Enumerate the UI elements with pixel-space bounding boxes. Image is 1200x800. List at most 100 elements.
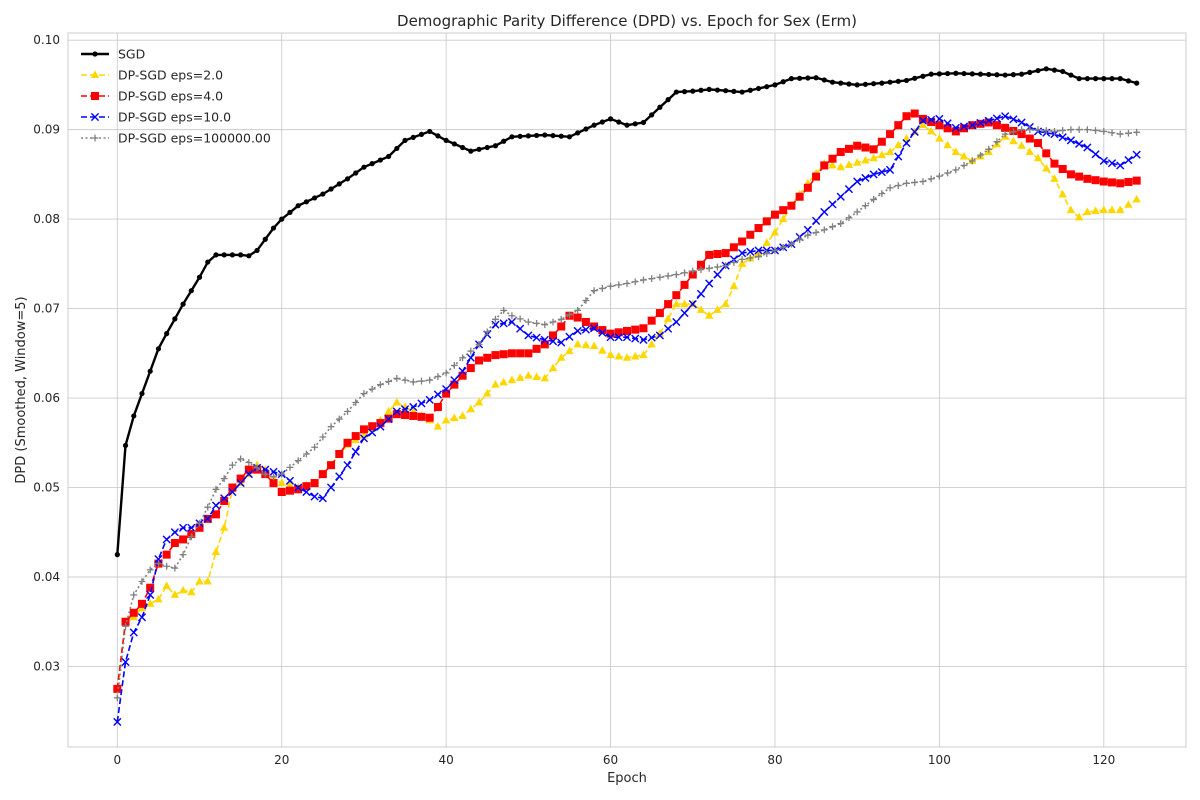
data-point [607, 116, 614, 122]
data-point [1027, 69, 1033, 75]
data-point [927, 118, 936, 127]
data-point [821, 77, 827, 83]
data-point [714, 87, 721, 93]
legend-marker [92, 51, 98, 57]
data-point [557, 315, 565, 323]
data-point [624, 122, 630, 128]
data-point [172, 316, 178, 322]
data-point [647, 316, 656, 325]
data-point [146, 590, 155, 599]
data-point [1107, 159, 1117, 168]
data-point [1099, 205, 1108, 214]
data-point [384, 414, 393, 424]
data-point [566, 311, 573, 319]
data-point [805, 75, 811, 81]
data-point [1051, 128, 1058, 135]
data-point [1001, 112, 1010, 121]
data-point [450, 380, 459, 389]
data-point [665, 97, 671, 103]
data-point [657, 104, 663, 110]
data-point [681, 269, 688, 277]
x-tick-label: 0 [114, 753, 122, 767]
y-tick-label: 0.03 [33, 659, 60, 673]
data-point [394, 145, 400, 152]
data-point [1116, 130, 1124, 138]
data-point [146, 566, 154, 574]
x-tick-label: 20 [274, 753, 289, 767]
plot-area-frame [67, 32, 1187, 748]
data-point [229, 252, 236, 258]
data-point [722, 262, 730, 270]
data-point [426, 376, 434, 384]
data-point [1124, 200, 1133, 208]
data-point [532, 372, 541, 381]
data-point [828, 160, 837, 169]
data-point [836, 162, 845, 171]
data-point [122, 622, 129, 630]
data-point [146, 583, 155, 592]
data-point [1042, 149, 1051, 158]
data-point [361, 164, 367, 170]
data-point [211, 501, 221, 510]
data-point [845, 214, 853, 222]
x-tick-label: 120 [1092, 753, 1115, 767]
data-point [1075, 172, 1084, 181]
data-point [1051, 67, 1058, 73]
data-point [180, 301, 186, 307]
data-point [655, 309, 664, 318]
data-point [672, 317, 681, 327]
data-point [474, 397, 484, 406]
data-point [762, 238, 771, 246]
data-point [1099, 177, 1108, 186]
data-point [303, 199, 309, 205]
data-point [804, 231, 812, 239]
data-point [690, 88, 696, 94]
data-point [261, 470, 269, 478]
data-point [1092, 76, 1099, 82]
data-point [599, 119, 605, 125]
data-point [910, 127, 919, 136]
data-point [885, 147, 895, 155]
data-point [713, 305, 722, 313]
data-point [507, 317, 517, 327]
data-point [310, 479, 319, 488]
data-point [155, 346, 162, 352]
data-point [763, 250, 771, 257]
data-point [894, 182, 902, 189]
data-point [853, 177, 862, 186]
x-tick-label: 80 [767, 753, 782, 767]
data-point [779, 206, 788, 215]
data-point [869, 145, 878, 154]
data-point [861, 155, 870, 164]
data-point [1001, 130, 1009, 138]
data-point [409, 378, 417, 386]
data-point [598, 328, 607, 337]
data-point [220, 475, 228, 482]
data-point [680, 299, 689, 308]
data-point [730, 259, 738, 266]
data-point [598, 346, 607, 354]
data-point [977, 151, 984, 159]
data-point [631, 334, 640, 343]
data-point [1058, 133, 1067, 142]
data-point [1091, 150, 1100, 159]
data-point [221, 252, 227, 258]
data-point [871, 81, 877, 87]
data-point [977, 71, 984, 77]
data-point [910, 109, 919, 118]
data-point [944, 169, 952, 177]
data-point [433, 390, 443, 399]
data-point [952, 166, 960, 174]
data-point [879, 80, 885, 86]
data-point [1058, 189, 1067, 198]
data-point [417, 399, 426, 408]
legend-marker [91, 92, 99, 100]
data-point [770, 227, 780, 236]
data-point [525, 133, 531, 139]
data-point [935, 133, 944, 142]
x-tick-label: 100 [928, 753, 951, 767]
data-point [754, 224, 763, 233]
data-point [196, 274, 203, 280]
data-point [713, 250, 722, 258]
data-point [1068, 72, 1074, 78]
